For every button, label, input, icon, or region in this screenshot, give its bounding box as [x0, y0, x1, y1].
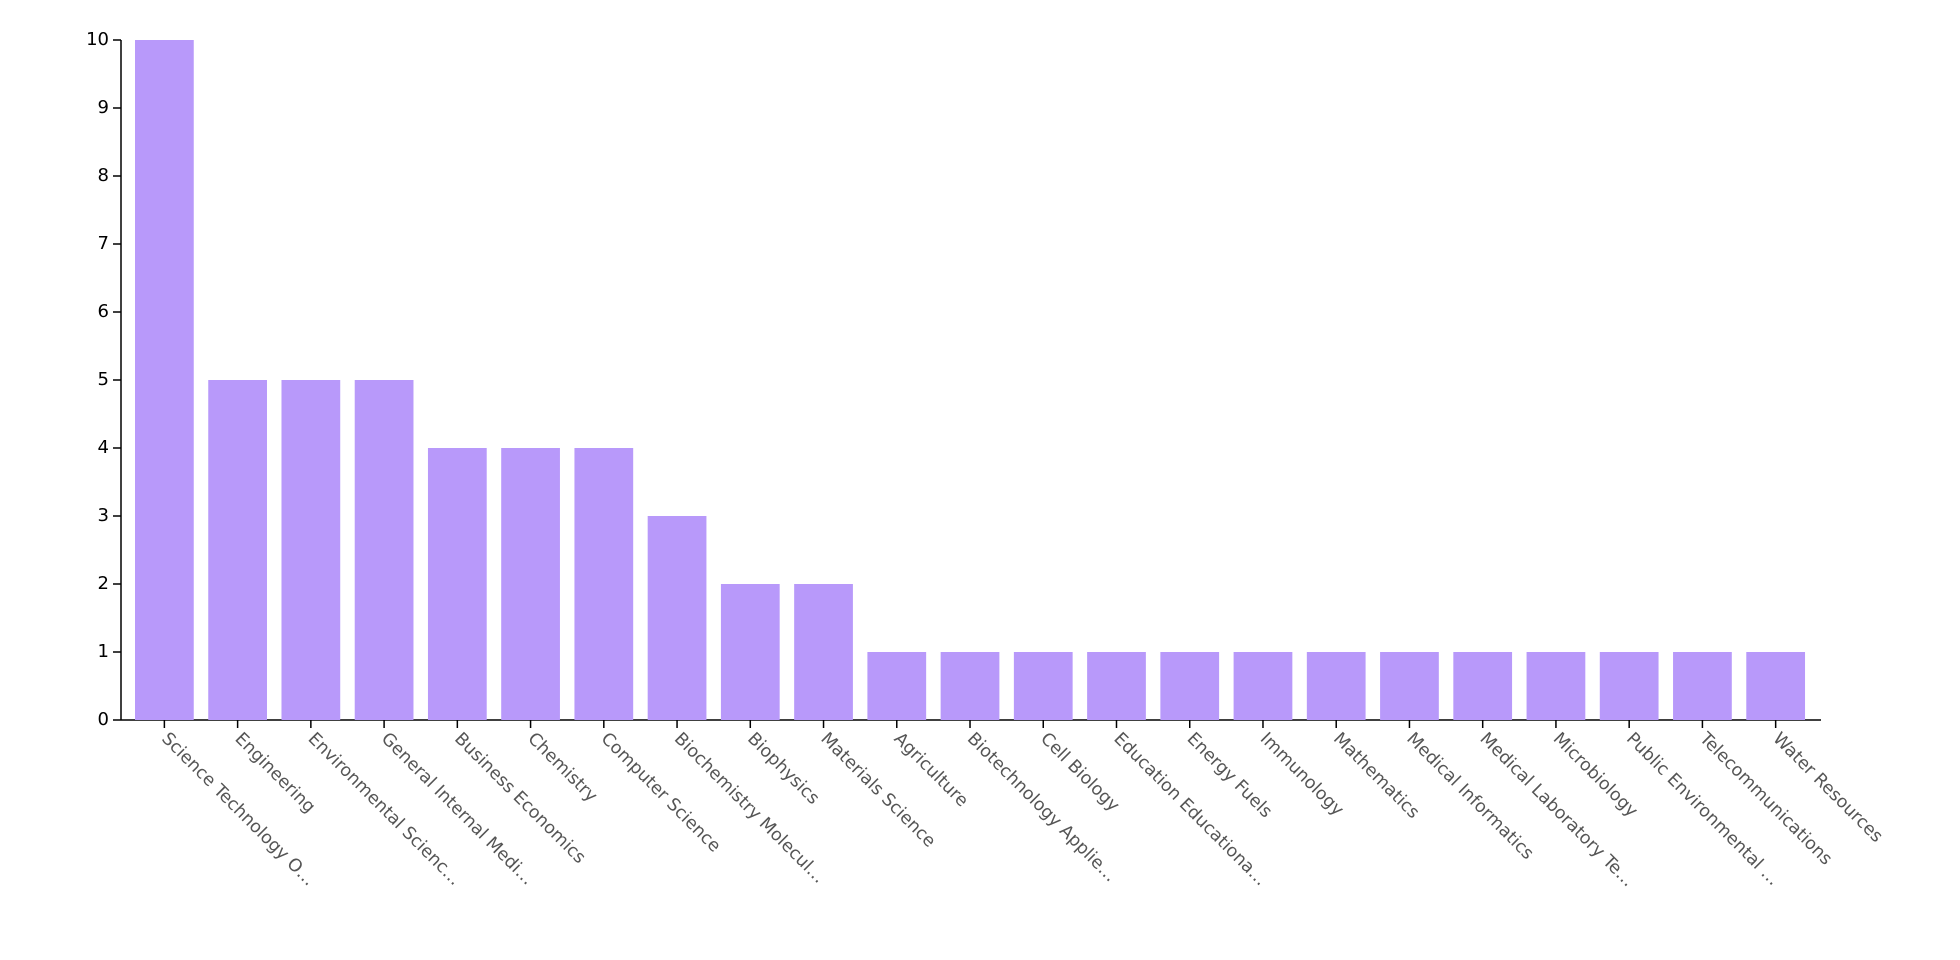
bar — [1160, 652, 1220, 720]
bar — [1453, 652, 1513, 720]
bar — [1380, 652, 1439, 720]
x-tick-label: Environmental Scienc… — [304, 729, 465, 890]
bar — [135, 40, 194, 720]
x-tick-label: Medical Laboratory Te… — [1476, 729, 1638, 891]
bar — [720, 584, 780, 720]
x-tick-label: Public Environmental … — [1622, 729, 1783, 890]
bar — [1087, 652, 1146, 720]
x-tick-label: Chemistry — [524, 729, 601, 806]
bar — [354, 380, 414, 720]
bar — [867, 652, 927, 720]
bar — [1526, 652, 1586, 720]
x-tick-label: General Internal Medi… — [377, 729, 537, 889]
x-tick-label: Biochemistry Molecul… — [670, 729, 829, 888]
bar — [1599, 652, 1659, 720]
bar — [940, 652, 1000, 720]
bar — [501, 448, 560, 720]
x-tick-label: Biotechnology Applie… — [963, 729, 1120, 886]
bar — [1673, 652, 1732, 720]
x-tick-label: Telecommunications — [1695, 728, 1836, 869]
y-tick-label: 1 — [98, 641, 109, 662]
y-tick-label: 10 — [86, 29, 109, 50]
bar — [208, 380, 267, 720]
x-tick-label: Business Economics — [450, 729, 589, 868]
bar — [427, 448, 487, 720]
y-tick-label: 5 — [98, 369, 109, 390]
x-tick-label: Biophysics — [743, 729, 823, 809]
x-tick-label: Computer Science — [597, 729, 725, 857]
bar — [647, 516, 707, 720]
bar — [1306, 652, 1366, 720]
y-tick-label: 6 — [98, 301, 109, 322]
bar — [1233, 652, 1293, 720]
x-tick-label: Education Educationa… — [1109, 729, 1270, 890]
y-tick-label: 9 — [98, 97, 109, 118]
y-tick-label: 4 — [98, 437, 109, 458]
bar — [1013, 652, 1073, 720]
bar — [794, 584, 853, 720]
x-tick-label: Medical Informatics — [1402, 729, 1537, 864]
bar — [574, 448, 634, 720]
x-tick-label: Science Technology O… — [157, 729, 318, 890]
y-tick-label: 3 — [98, 505, 109, 526]
bar — [281, 380, 341, 720]
y-tick-label: 0 — [98, 709, 109, 730]
bar — [1746, 652, 1806, 720]
y-tick-label: 8 — [98, 165, 109, 186]
y-tick-label: 2 — [98, 573, 109, 594]
y-tick-label: 7 — [98, 233, 109, 254]
x-tick-label: Agriculture — [890, 729, 972, 811]
